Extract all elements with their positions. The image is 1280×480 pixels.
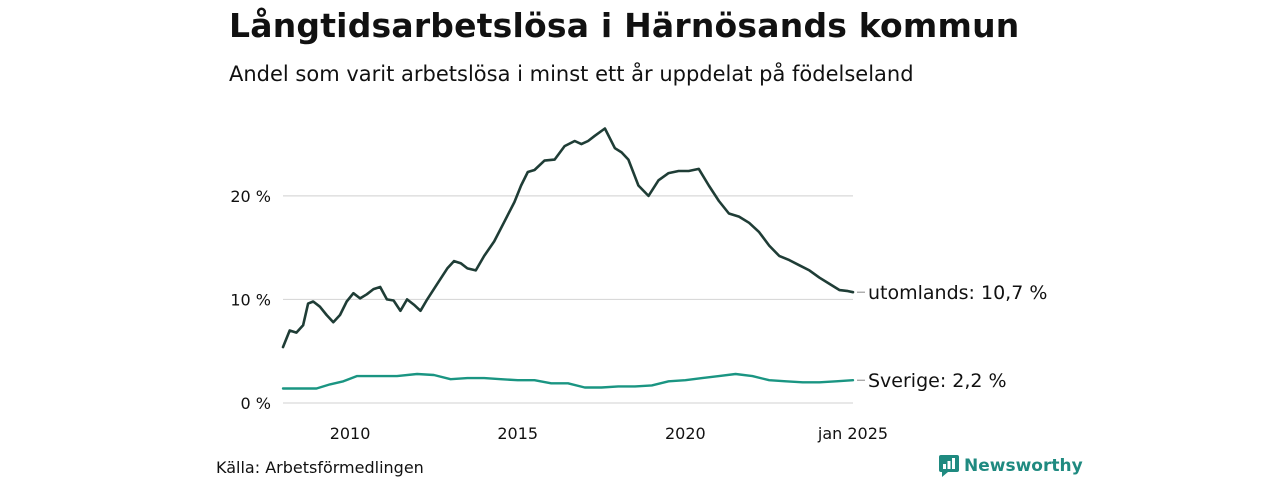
x-tick-label: 2015 (497, 424, 538, 443)
y-tick-label: 10 % (230, 290, 271, 309)
x-tick-label: 2010 (330, 424, 371, 443)
brand-name: Newsworthy (964, 456, 1083, 476)
line-chart: 0 % 10 % 20 % 2010 2015 2020 jan 2025 utomlan… (230, 127, 1047, 443)
chart-subtitle: Andel som varit arbetslösa i minst ett å… (229, 62, 914, 86)
y-axis-tick-labels: 0 % 10 % 20 % (230, 187, 271, 413)
grid-lines (283, 195, 853, 404)
x-axis-tick-labels: 2010 2015 2020 jan 2025 (330, 424, 888, 443)
series-end-label-utomlands: utomlands: 10,7 % (868, 282, 1047, 304)
y-tick-label: 0 % (241, 394, 271, 413)
series-lines (281, 127, 855, 390)
series-end-labels: utomlands: 10,7 % Sverige: 2,2 % (857, 282, 1047, 392)
series-end-label-sverige: Sverige: 2,2 % (868, 370, 1007, 392)
x-tick-label: jan 2025 (817, 424, 888, 443)
chart-title: Långtidsarbetslösa i Härnösands kommun (229, 6, 1020, 45)
newsworthy-logo-icon (939, 455, 959, 477)
y-tick-label: 20 % (230, 187, 271, 206)
series-line-sverige (281, 372, 855, 390)
brand-logo[interactable]: Newsworthy (939, 455, 1083, 477)
source-note: Källa: Arbetsförmedlingen (216, 458, 424, 477)
x-tick-label: 2020 (665, 424, 706, 443)
series-line-utomlands (281, 127, 855, 349)
